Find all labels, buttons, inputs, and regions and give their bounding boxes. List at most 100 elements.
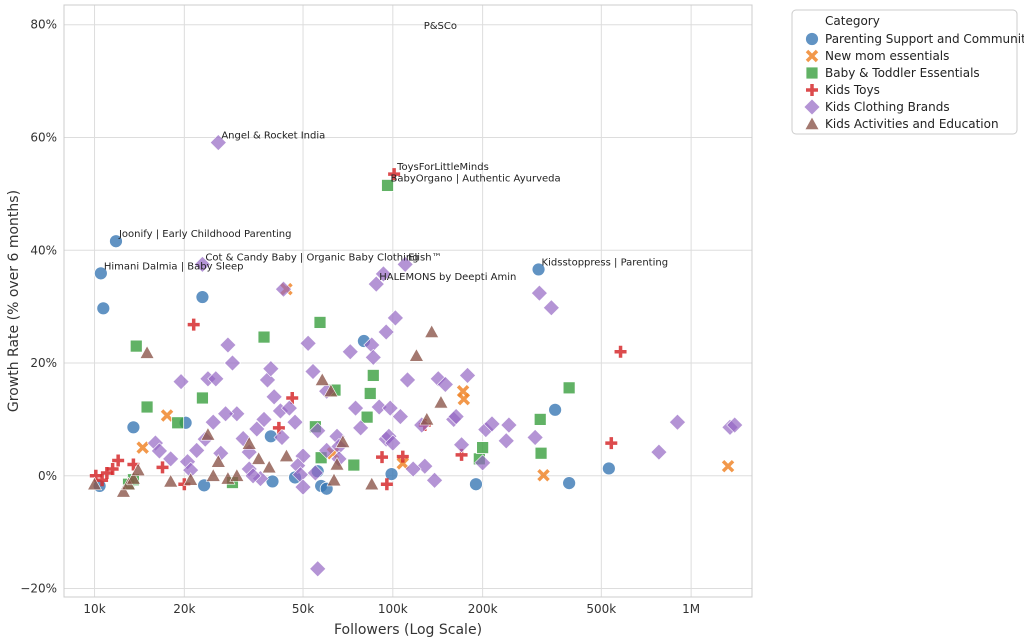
data-point — [96, 474, 109, 487]
data-point — [306, 464, 324, 482]
point-annotation: BabyOrgano | Authentic Ayurveda — [391, 173, 561, 184]
point-annotation: Kidsstoppress | Parenting — [542, 257, 669, 268]
data-point — [183, 472, 199, 486]
data-point — [286, 391, 299, 404]
data-point — [526, 429, 544, 446]
series-group — [136, 282, 735, 482]
data-point — [272, 421, 285, 434]
data-point — [424, 324, 440, 338]
data-point — [726, 416, 744, 434]
y-tick-label: 80% — [30, 18, 57, 32]
data-point — [196, 391, 209, 405]
x-tick-label: 20k — [173, 602, 195, 616]
data-point — [408, 348, 424, 362]
data-point — [562, 381, 576, 395]
data-point — [352, 419, 370, 437]
data-point — [299, 334, 317, 352]
point-annotation: Elish™ — [408, 252, 441, 263]
data-point — [125, 470, 141, 485]
data-point — [367, 275, 385, 293]
data-point — [160, 409, 174, 422]
legend-marker — [805, 49, 819, 63]
data-point — [286, 413, 304, 431]
data-point — [162, 450, 180, 468]
data-point — [562, 476, 577, 491]
data-point — [381, 179, 394, 192]
data-point — [534, 446, 548, 460]
data-point — [273, 429, 291, 446]
x-axis-label: Followers (Log Scale) — [334, 622, 482, 638]
legend-marker — [803, 98, 821, 116]
legend-marker — [806, 84, 818, 96]
y-axis-label: Growth Rate (% over 6 months) — [6, 190, 22, 412]
data-point — [156, 461, 169, 474]
data-point — [483, 415, 501, 433]
data-point — [388, 168, 401, 181]
data-point — [112, 454, 125, 467]
data-point — [255, 410, 273, 428]
legend-title: Category — [825, 14, 880, 28]
data-point — [278, 448, 294, 462]
data-point — [474, 454, 492, 472]
data-point — [136, 441, 149, 454]
point-annotation: HALEMONS by Deepti Amin — [379, 272, 516, 283]
data-point — [537, 468, 550, 482]
y-tick-label: 60% — [30, 130, 57, 144]
x-tick-label: 10k — [83, 602, 105, 616]
data-point — [210, 454, 226, 468]
x-tick-label: 200k — [468, 602, 498, 616]
data-point — [314, 372, 330, 386]
point-annotation: Angel & Rocket India — [221, 131, 325, 142]
point-annotation: ToysForLittleMinds — [396, 162, 489, 173]
data-point — [364, 348, 382, 366]
series-group — [89, 168, 627, 491]
data-point — [426, 471, 443, 489]
data-point — [459, 366, 476, 384]
data-point — [323, 383, 339, 398]
data-point — [396, 457, 410, 470]
data-point — [265, 474, 280, 489]
data-point — [163, 473, 179, 488]
data-point — [457, 392, 471, 406]
y-tick-label: −20% — [20, 582, 57, 596]
y-tick-label: 40% — [30, 243, 57, 257]
data-point — [229, 468, 245, 482]
series-group — [146, 134, 744, 578]
data-point — [530, 284, 548, 302]
y-axis-ticks: −20% 0% 20% 40% 60% 80% — [20, 18, 57, 596]
legend-marker — [805, 66, 819, 80]
data-point — [106, 463, 119, 476]
data-point — [347, 458, 361, 472]
data-point — [228, 405, 246, 423]
data-point — [396, 450, 409, 463]
legend: Category Parenting Support and Community… — [791, 9, 1024, 135]
data-point — [309, 422, 327, 440]
data-point — [370, 398, 388, 416]
data-point — [130, 462, 146, 477]
data-point — [381, 399, 399, 417]
x-tick-label: 1M — [682, 602, 700, 616]
data-point — [129, 339, 143, 353]
data-point — [93, 266, 108, 281]
data-point — [433, 394, 449, 409]
x-tick-label: 50k — [292, 602, 314, 616]
data-point — [207, 370, 225, 388]
y-tick-label: 0% — [38, 469, 57, 483]
x-tick-label: 500k — [586, 602, 616, 616]
data-point — [194, 255, 211, 273]
data-point — [341, 343, 359, 361]
data-point — [386, 309, 404, 327]
data-point — [262, 360, 280, 378]
data-point — [309, 560, 327, 578]
data-point — [265, 388, 283, 406]
data-point — [209, 134, 227, 151]
data-point — [188, 441, 206, 459]
data-point — [601, 461, 616, 476]
point-annotation: P&SCo — [424, 21, 457, 32]
data-point — [436, 376, 454, 393]
data-point — [497, 432, 515, 450]
data-point — [200, 427, 216, 441]
data-point — [244, 467, 262, 485]
data-point — [318, 441, 336, 459]
data-point — [399, 371, 416, 389]
